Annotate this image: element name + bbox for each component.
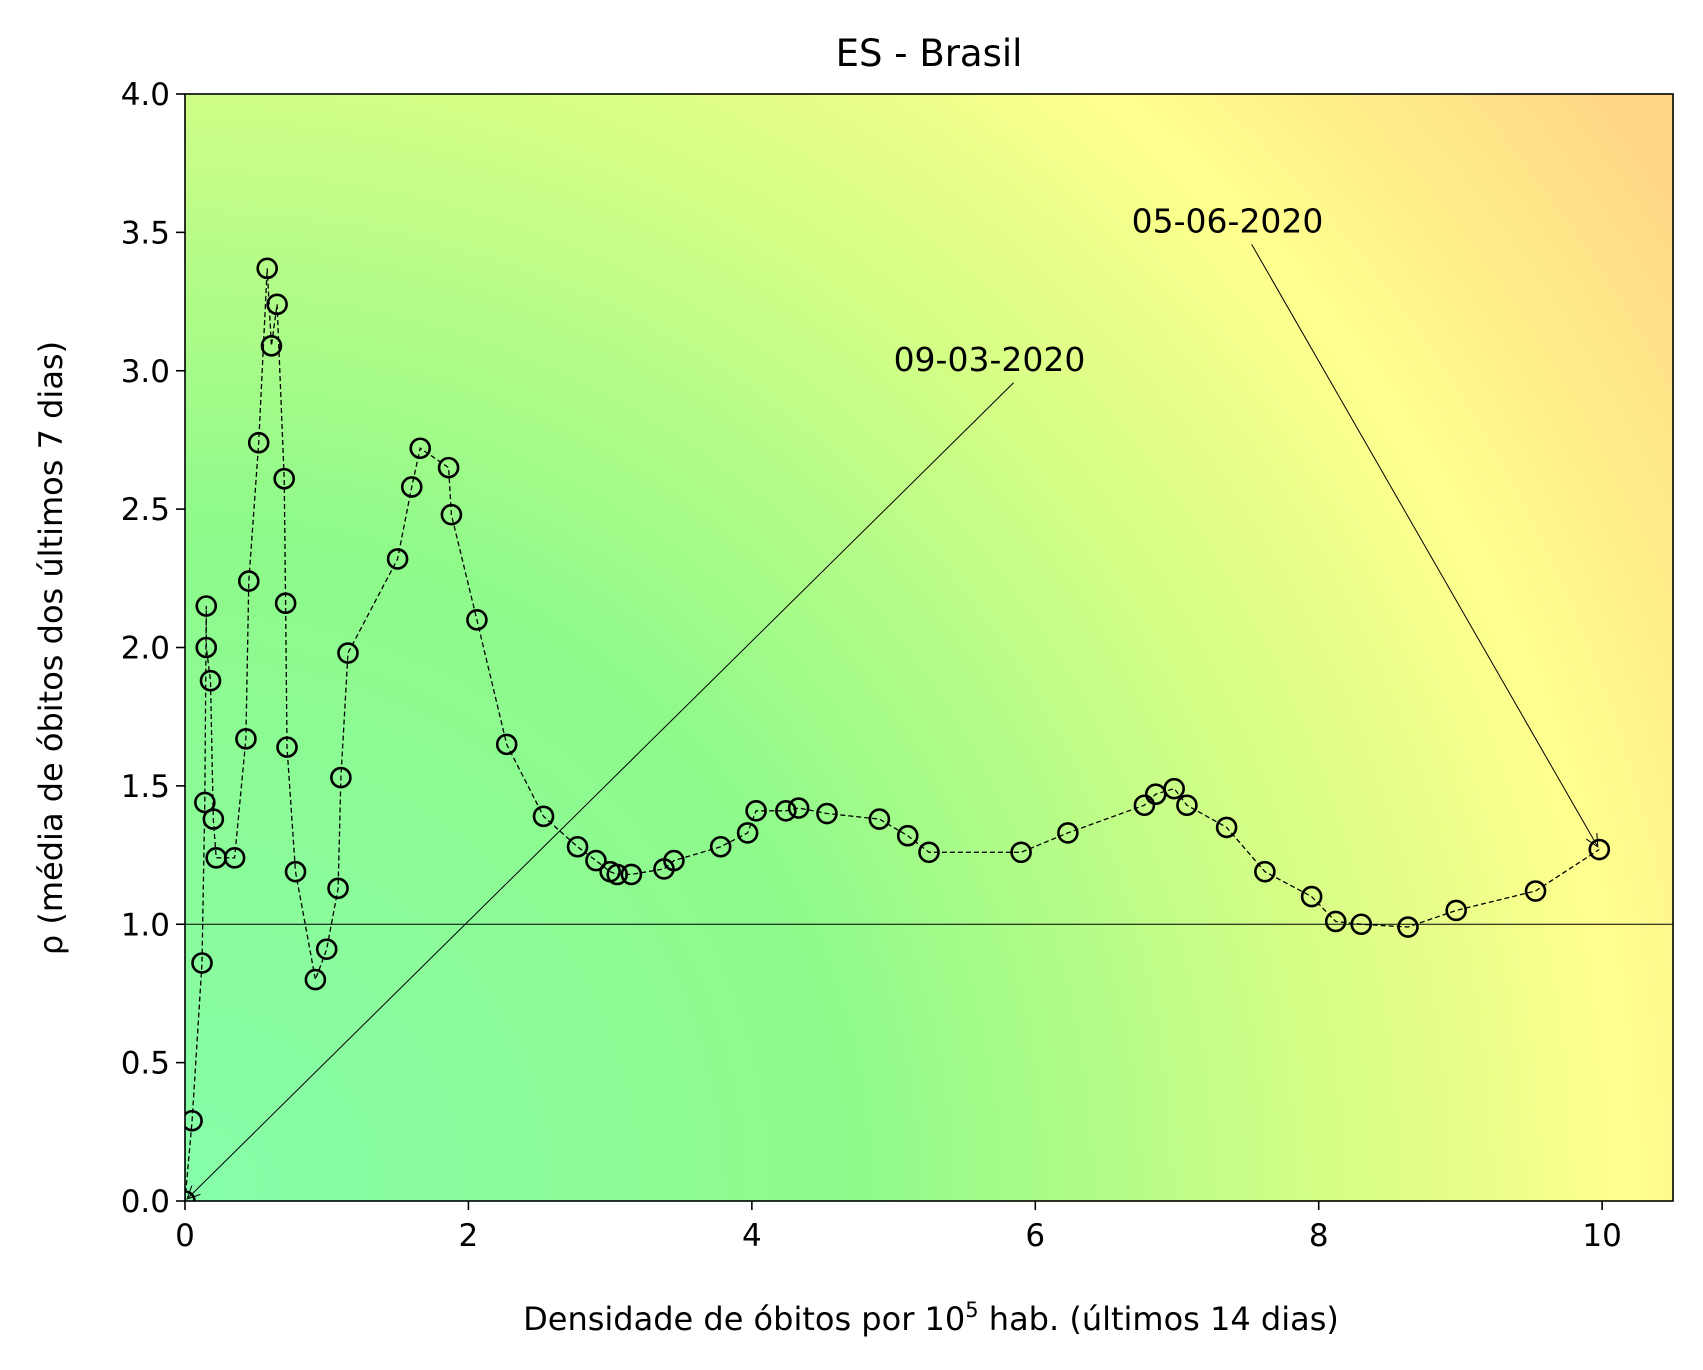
data-point: [409, 437, 432, 460]
x-tick-label: 0: [175, 1218, 195, 1254]
data-point: [195, 595, 218, 617]
x-tick-label: 10: [1582, 1218, 1621, 1254]
data-point: [896, 824, 919, 847]
series-markers: [185, 257, 1611, 1201]
data-point: [1300, 885, 1323, 908]
x-tick-label: 6: [1025, 1218, 1045, 1254]
data-point: [1215, 816, 1238, 839]
x-tick-label: 2: [459, 1218, 479, 1254]
y-tick-label: 3.5: [121, 215, 170, 251]
data-point: [440, 503, 463, 526]
data-point: [337, 642, 359, 664]
x-axis-label: Densidade de óbitos por 105 hab. (último…: [523, 1298, 1339, 1338]
data-point: [330, 766, 352, 789]
data-point: [663, 849, 685, 872]
y-tick-label: 2.0: [121, 631, 170, 667]
x-axis-label-rest: hab. (últimos 14 dias): [979, 1300, 1339, 1338]
data-point: [276, 736, 298, 758]
data-point: [256, 257, 278, 280]
y-tick-label: 1.5: [121, 769, 170, 805]
data-point: [1254, 860, 1276, 883]
annotation-labels: 09-03-2020 05-06-2020: [894, 201, 1324, 378]
data-point: [1324, 910, 1347, 933]
annotation-arrow-head: [1585, 832, 1599, 848]
data-point: [266, 293, 288, 316]
data-point: [195, 636, 218, 659]
data-point: [787, 797, 810, 819]
data-point: [274, 592, 297, 615]
data-point: [437, 456, 460, 479]
data-point: [606, 863, 629, 886]
x-axis-ticks: 0 2 4 6 8 10: [175, 1201, 1622, 1254]
annotation-arrow-head: [186, 1185, 201, 1200]
data-point: [1445, 899, 1467, 922]
data-point: [304, 968, 327, 991]
data-point: [775, 799, 797, 822]
data-point: [237, 570, 260, 592]
y-tick-label: 2.5: [121, 492, 170, 528]
data-point: [816, 802, 838, 825]
x-tick-label: 8: [1309, 1218, 1329, 1254]
annotation-arrows: [186, 244, 1599, 1200]
data-point: [466, 609, 488, 631]
y-axis-ticks: 0.0 0.5 1.0 1.5 2.0 2.5 3.0 3.5 4.0: [121, 77, 185, 1220]
data-point: [194, 791, 216, 814]
data-point: [620, 863, 643, 886]
data-point: [1176, 794, 1198, 817]
data-point: [386, 548, 409, 570]
data-point: [199, 669, 222, 692]
annotation-label-start: 09-03-2020: [894, 340, 1086, 379]
data-point: [273, 467, 296, 490]
x-tick-label: 4: [742, 1218, 762, 1254]
data-point: [1057, 822, 1079, 844]
x-axis-label-superscript: 5: [965, 1298, 978, 1322]
data-point: [585, 849, 607, 872]
x-axis-label-main: Densidade de óbitos por 10: [523, 1300, 965, 1338]
data-point: [223, 847, 246, 869]
annotation-label-end: 05-06-2020: [1132, 201, 1324, 240]
plot-background: [185, 94, 1673, 1201]
data-point: [1524, 880, 1547, 902]
y-tick-label: 1.0: [121, 907, 170, 943]
annotation-arrow-line: [186, 382, 1014, 1200]
chart-title: ES - Brasil: [836, 32, 1023, 75]
data-point: [1397, 916, 1419, 938]
data-point: [745, 799, 767, 822]
data-point: [1588, 838, 1611, 861]
data-point: [235, 728, 257, 750]
data-point: [566, 835, 589, 858]
y-tick-label: 0.5: [121, 1046, 170, 1082]
data-point: [247, 431, 270, 454]
data-point: [260, 335, 283, 357]
data-point: [1133, 794, 1156, 817]
data-point: [1350, 913, 1373, 936]
data-point: [315, 938, 338, 960]
y-axis-label: ρ (média de óbitos dos últimos 7 dias): [32, 341, 70, 955]
data-point: [284, 860, 307, 883]
data-point: [532, 805, 555, 828]
data-point: [202, 808, 225, 830]
data-point: [868, 808, 891, 830]
data-point: [185, 1109, 203, 1132]
data-point: [736, 822, 759, 844]
data-point: [495, 733, 518, 756]
plot-area: [185, 244, 1673, 1201]
y-tick-label: 0.0: [121, 1184, 170, 1220]
data-point: [918, 841, 940, 864]
data-point: [327, 877, 349, 900]
data-point: [1010, 841, 1032, 864]
data-point: [191, 952, 213, 974]
y-tick-label: 3.0: [121, 354, 170, 390]
data-point: [400, 476, 423, 498]
data-point: [709, 835, 732, 858]
data-point: [1163, 777, 1185, 800]
annotation-arrow-line: [1251, 244, 1599, 848]
y-tick-label: 4.0: [121, 77, 170, 113]
